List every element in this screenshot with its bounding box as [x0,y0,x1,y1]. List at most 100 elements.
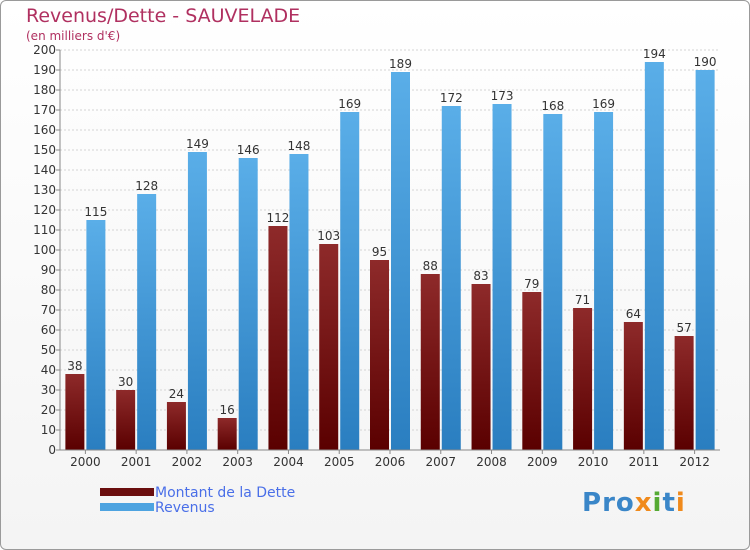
y-axis-ticks: 0 10 20 30 40 50 60 70 80 90 100 110 120 130 140 150 160… [33,43,60,457]
bar-debt [522,292,542,450]
logo-letter: P [582,488,603,518]
data-label-debt: 71 [575,293,590,307]
logo-letter: o [615,488,635,518]
bar-revenue [695,70,715,450]
bar-revenue [391,72,410,450]
y-tick-label: 140 [33,163,56,177]
x-tick-label: 2009 [527,455,558,469]
bar-debt [116,390,136,450]
x-tick-label: 2010 [578,455,609,469]
y-tick-label: 100 [33,243,56,257]
bar-revenue [340,112,360,450]
y-tick-label: 80 [41,283,56,297]
data-label-debt: 83 [473,269,488,283]
bar-debt [319,244,339,450]
data-label-revenue: 148 [288,139,311,153]
data-label-revenue: 173 [491,89,514,103]
legend-swatch-debt [100,488,154,496]
bar-revenue [238,158,258,450]
data-label-revenue: 194 [643,47,666,61]
data-label-revenue: 115 [84,205,107,219]
y-tick-label: 20 [41,403,56,417]
x-tick-label: 2004 [273,455,304,469]
data-label-revenue: 169 [338,97,361,111]
y-tick-label: 200 [33,43,56,57]
y-tick-label: 40 [41,363,56,377]
logo-letter: x [634,488,653,518]
x-tick-label: 2011 [629,455,660,469]
data-label-revenue: 128 [135,179,158,193]
x-tick-label: 2012 [679,455,710,469]
x-axis-ticks: 2000 2001 2002 2003 2004 2005 2006 2007 2008 2009… [70,450,710,469]
data-label-revenue: 172 [440,91,463,105]
x-tick-label: 2002 [172,455,203,469]
data-label-debt: 112 [267,211,290,225]
bar-debt [573,308,593,450]
data-label-debt: 95 [372,245,387,259]
x-tick-label: 2003 [222,455,253,469]
data-label-debt: 38 [67,359,82,373]
bar-revenue [543,114,563,450]
bar-debt [674,336,694,450]
y-tick-label: 150 [33,143,56,157]
y-tick-label: 170 [33,103,56,117]
logo-letter: i [652,488,663,518]
y-tick-label: 90 [41,263,56,277]
data-label-debt: 16 [220,403,235,417]
proxiti-logo: Proxiti [582,488,686,518]
y-tick-label: 10 [41,423,56,437]
y-tick-label: 190 [33,63,56,77]
bar-revenue [187,152,207,450]
bars [65,62,715,450]
data-label-debt: 57 [676,321,691,335]
y-tick-label: 70 [41,303,56,317]
x-tick-label: 2006 [375,455,406,469]
data-label-revenue: 149 [186,137,209,151]
x-tick-label: 2008 [476,455,507,469]
y-tick-label: 160 [33,123,56,137]
logo-letter: r [602,488,616,518]
x-tick-label: 2001 [121,455,152,469]
x-tick-label: 2000 [70,455,101,469]
data-label-debt: 64 [626,307,641,321]
bar-revenue [441,106,461,450]
y-tick-label: 180 [33,83,56,97]
data-label-debt: 88 [423,259,438,273]
y-tick-label: 30 [41,383,56,397]
data-label-revenue: 146 [237,143,260,157]
data-label-debt: 103 [317,229,340,243]
y-tick-label: 120 [33,203,56,217]
y-tick-label: 60 [41,323,56,337]
bar-debt [370,260,389,450]
x-tick-label: 2005 [324,455,355,469]
bar-debt [65,374,85,450]
chart-subtitle: (en milliers d'€) [26,29,121,43]
data-label-revenue: 189 [389,57,412,71]
legend-label-debt: Montant de la Dette [155,485,296,501]
bar-debt [217,418,237,450]
bar-revenue [137,194,157,450]
y-tick-label: 110 [33,223,56,237]
gridlines [60,49,720,431]
data-label-revenue: 169 [592,97,615,111]
y-tick-label: 0 [48,443,56,457]
bar-debt [420,274,440,450]
bar-debt [166,402,186,450]
x-tick-label: 2007 [425,455,456,469]
data-label-debt: 79 [524,277,539,291]
chart-title: Revenus/Dette - SAUVELADE [26,5,301,27]
bar-debt [623,322,643,450]
data-label-debt: 24 [169,387,184,401]
bar-debt [268,226,288,450]
bar-debt [471,284,491,450]
logo-letter: t [662,488,676,518]
logo-letter: i [675,488,686,518]
y-tick-label: 130 [33,183,56,197]
data-label-revenue: 190 [694,55,717,69]
bar-revenue [492,104,512,450]
bar-revenue [644,62,664,450]
legend-swatch-revenue [100,503,154,511]
y-tick-label: 50 [41,343,56,357]
data-label-debt: 30 [118,375,133,389]
